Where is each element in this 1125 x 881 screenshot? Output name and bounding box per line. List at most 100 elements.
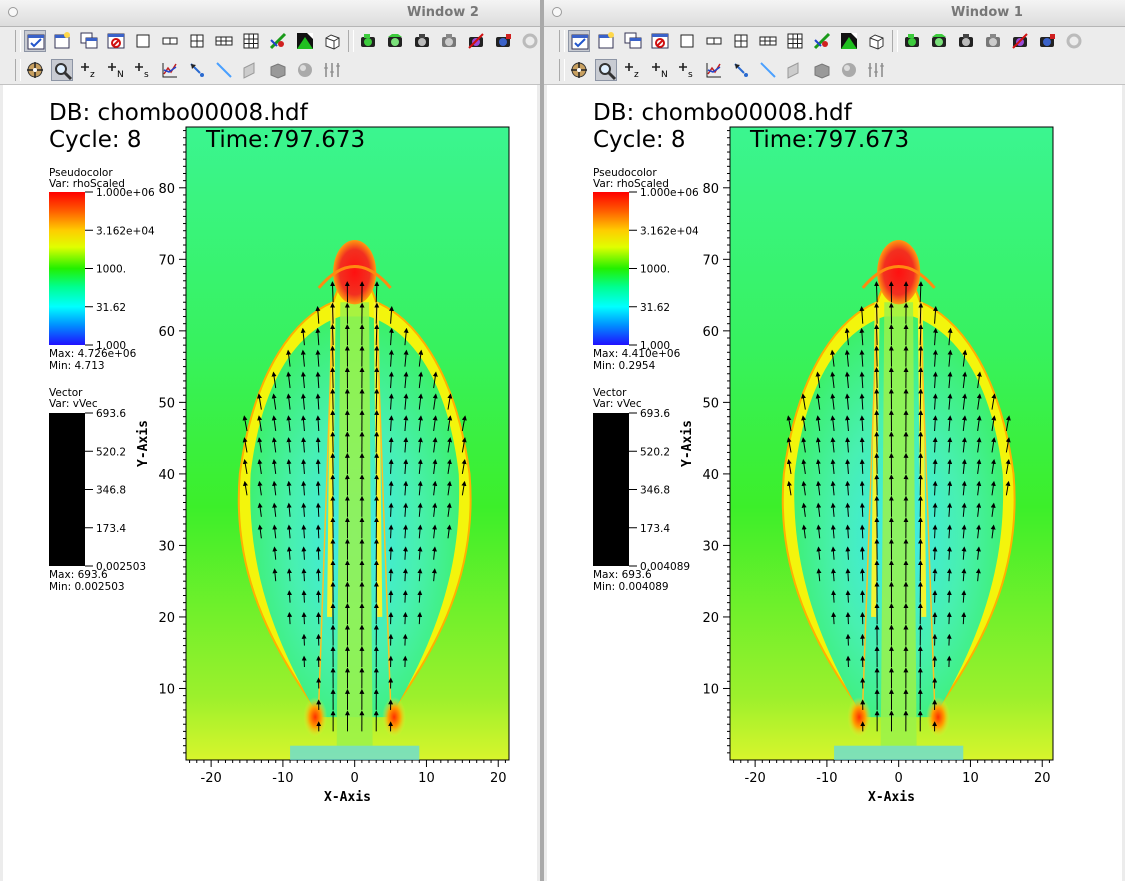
line-button[interactable] bbox=[213, 59, 235, 81]
spreadsheet-pick-button[interactable]: s bbox=[132, 59, 154, 81]
lock-view-button[interactable] bbox=[811, 30, 833, 52]
camera-green-button[interactable] bbox=[357, 30, 379, 52]
reset-view-button[interactable] bbox=[321, 30, 343, 52]
plane-button[interactable] bbox=[240, 59, 262, 81]
lock-view-button[interactable] bbox=[267, 30, 289, 52]
layout-2x2-button[interactable] bbox=[186, 30, 208, 52]
navigate-button[interactable] bbox=[24, 59, 46, 81]
y-tick-label: 20 bbox=[702, 611, 719, 626]
toolbar-grip[interactable] bbox=[559, 59, 565, 81]
velocity-vector bbox=[315, 305, 321, 324]
node-pick-button[interactable]: N bbox=[105, 59, 127, 81]
window-divider[interactable] bbox=[540, 0, 544, 881]
layout-2x2-button[interactable] bbox=[730, 30, 752, 52]
velocity-vector bbox=[874, 366, 880, 389]
layout-1x2-button[interactable] bbox=[159, 30, 181, 52]
zone-pick-button[interactable]: z bbox=[78, 59, 100, 81]
camera-blue-button[interactable] bbox=[1036, 30, 1058, 52]
toolbar-grip[interactable] bbox=[15, 59, 21, 81]
delete-window-button[interactable] bbox=[105, 30, 127, 52]
layout-3x3-button[interactable] bbox=[784, 30, 806, 52]
window-menu-icon[interactable] bbox=[552, 7, 562, 17]
vector-tick-label: 346.8 bbox=[640, 485, 670, 497]
title-bar[interactable]: Window 1 bbox=[544, 0, 1125, 27]
velocity-vector bbox=[816, 546, 822, 560]
plane-button[interactable] bbox=[784, 59, 806, 81]
curve-button[interactable] bbox=[159, 59, 181, 81]
layout-2x3-button[interactable] bbox=[757, 30, 779, 52]
camera-disabled-button[interactable] bbox=[465, 30, 487, 52]
camera-gray-button[interactable] bbox=[982, 30, 1004, 52]
new-window-button[interactable] bbox=[51, 30, 73, 52]
layout-2x3-button[interactable] bbox=[213, 30, 235, 52]
camera-button[interactable] bbox=[955, 30, 977, 52]
vector-tick-label: 0.002503 bbox=[96, 561, 146, 573]
velocity-vector bbox=[844, 371, 850, 389]
velocity-vector bbox=[242, 437, 248, 453]
pick-button[interactable] bbox=[730, 59, 752, 81]
velocity-vector bbox=[932, 546, 938, 560]
layout-3x3-button[interactable] bbox=[240, 30, 262, 52]
velocity-vector bbox=[461, 415, 467, 432]
velocity-vector bbox=[830, 349, 836, 367]
camera-disabled-button[interactable] bbox=[1009, 30, 1031, 52]
camera-button[interactable] bbox=[411, 30, 433, 52]
curve-button[interactable] bbox=[703, 59, 725, 81]
render-viewport[interactable]: 10 20 30 40 50 60 70 80 -20 -10 0 10 20 X-Axis Y-Axis D… bbox=[3, 85, 537, 881]
box-button[interactable] bbox=[267, 59, 289, 81]
velocity-vector bbox=[301, 480, 307, 496]
zoom-button[interactable] bbox=[51, 59, 73, 81]
sphere-button[interactable] bbox=[294, 59, 316, 81]
toolbar-grip[interactable] bbox=[348, 30, 354, 52]
active-window-button[interactable] bbox=[24, 30, 46, 52]
node-pick-button[interactable]: N bbox=[649, 59, 671, 81]
camera-green-2-button[interactable] bbox=[928, 30, 950, 52]
toolbar-grip[interactable] bbox=[15, 30, 21, 52]
clone-window-button[interactable] bbox=[622, 30, 644, 52]
velocity-vector bbox=[830, 371, 836, 389]
lock-time-button[interactable] bbox=[838, 30, 860, 52]
layout-1x1-button[interactable] bbox=[676, 30, 698, 52]
plot-content: 10 20 30 40 50 60 70 80 -20 -10 0 10 20 X-Axis Y-Axis bbox=[136, 126, 510, 805]
velocity-vector bbox=[388, 458, 394, 474]
spin-button[interactable] bbox=[519, 30, 540, 52]
active-window-button[interactable] bbox=[568, 30, 590, 52]
spin-button[interactable] bbox=[1063, 30, 1085, 52]
velocity-vector bbox=[257, 458, 263, 474]
svg-text:s: s bbox=[688, 70, 693, 80]
camera-green-button[interactable] bbox=[901, 30, 923, 52]
delete-window-button[interactable] bbox=[649, 30, 671, 52]
pick-button[interactable] bbox=[186, 59, 208, 81]
velocity-vector bbox=[315, 349, 321, 367]
line-button[interactable] bbox=[757, 59, 779, 81]
spreadsheet-pick-button[interactable]: s bbox=[676, 59, 698, 81]
camera-gray-button[interactable] bbox=[438, 30, 460, 52]
zone-pick-button[interactable]: z bbox=[622, 59, 644, 81]
clone-window-button[interactable] bbox=[78, 30, 100, 52]
jet-head bbox=[877, 240, 921, 305]
sphere-button[interactable] bbox=[838, 59, 860, 81]
window-menu-icon[interactable] bbox=[8, 7, 18, 17]
velocity-vector bbox=[946, 590, 952, 603]
axis-restrict-button[interactable] bbox=[321, 59, 343, 81]
pseudocolor-tick-label: 3.162e+04 bbox=[96, 225, 155, 237]
vector-max: Max: 693.6 bbox=[593, 569, 652, 581]
box-button[interactable] bbox=[811, 59, 833, 81]
layout-1x2-button[interactable] bbox=[703, 30, 725, 52]
toolbar-grip[interactable] bbox=[892, 30, 898, 52]
reset-view-button[interactable] bbox=[865, 30, 887, 52]
velocity-vector bbox=[417, 611, 423, 625]
velocity-vector bbox=[947, 458, 953, 474]
new-window-button[interactable] bbox=[595, 30, 617, 52]
render-viewport[interactable]: 10 20 30 40 50 60 70 80 -20 -10 0 10 20 X-Axis Y-Axis D… bbox=[547, 85, 1122, 881]
velocity-vector bbox=[403, 327, 409, 346]
axis-restrict-button[interactable] bbox=[865, 59, 887, 81]
camera-blue-button[interactable] bbox=[492, 30, 514, 52]
lock-time-button[interactable] bbox=[294, 30, 316, 52]
layout-1x1-button[interactable] bbox=[132, 30, 154, 52]
zoom-button[interactable] bbox=[595, 59, 617, 81]
toolbar-grip[interactable] bbox=[559, 30, 565, 52]
camera-green-2-button[interactable] bbox=[384, 30, 406, 52]
title-bar[interactable]: Window 2 bbox=[0, 0, 540, 27]
navigate-button[interactable] bbox=[568, 59, 590, 81]
